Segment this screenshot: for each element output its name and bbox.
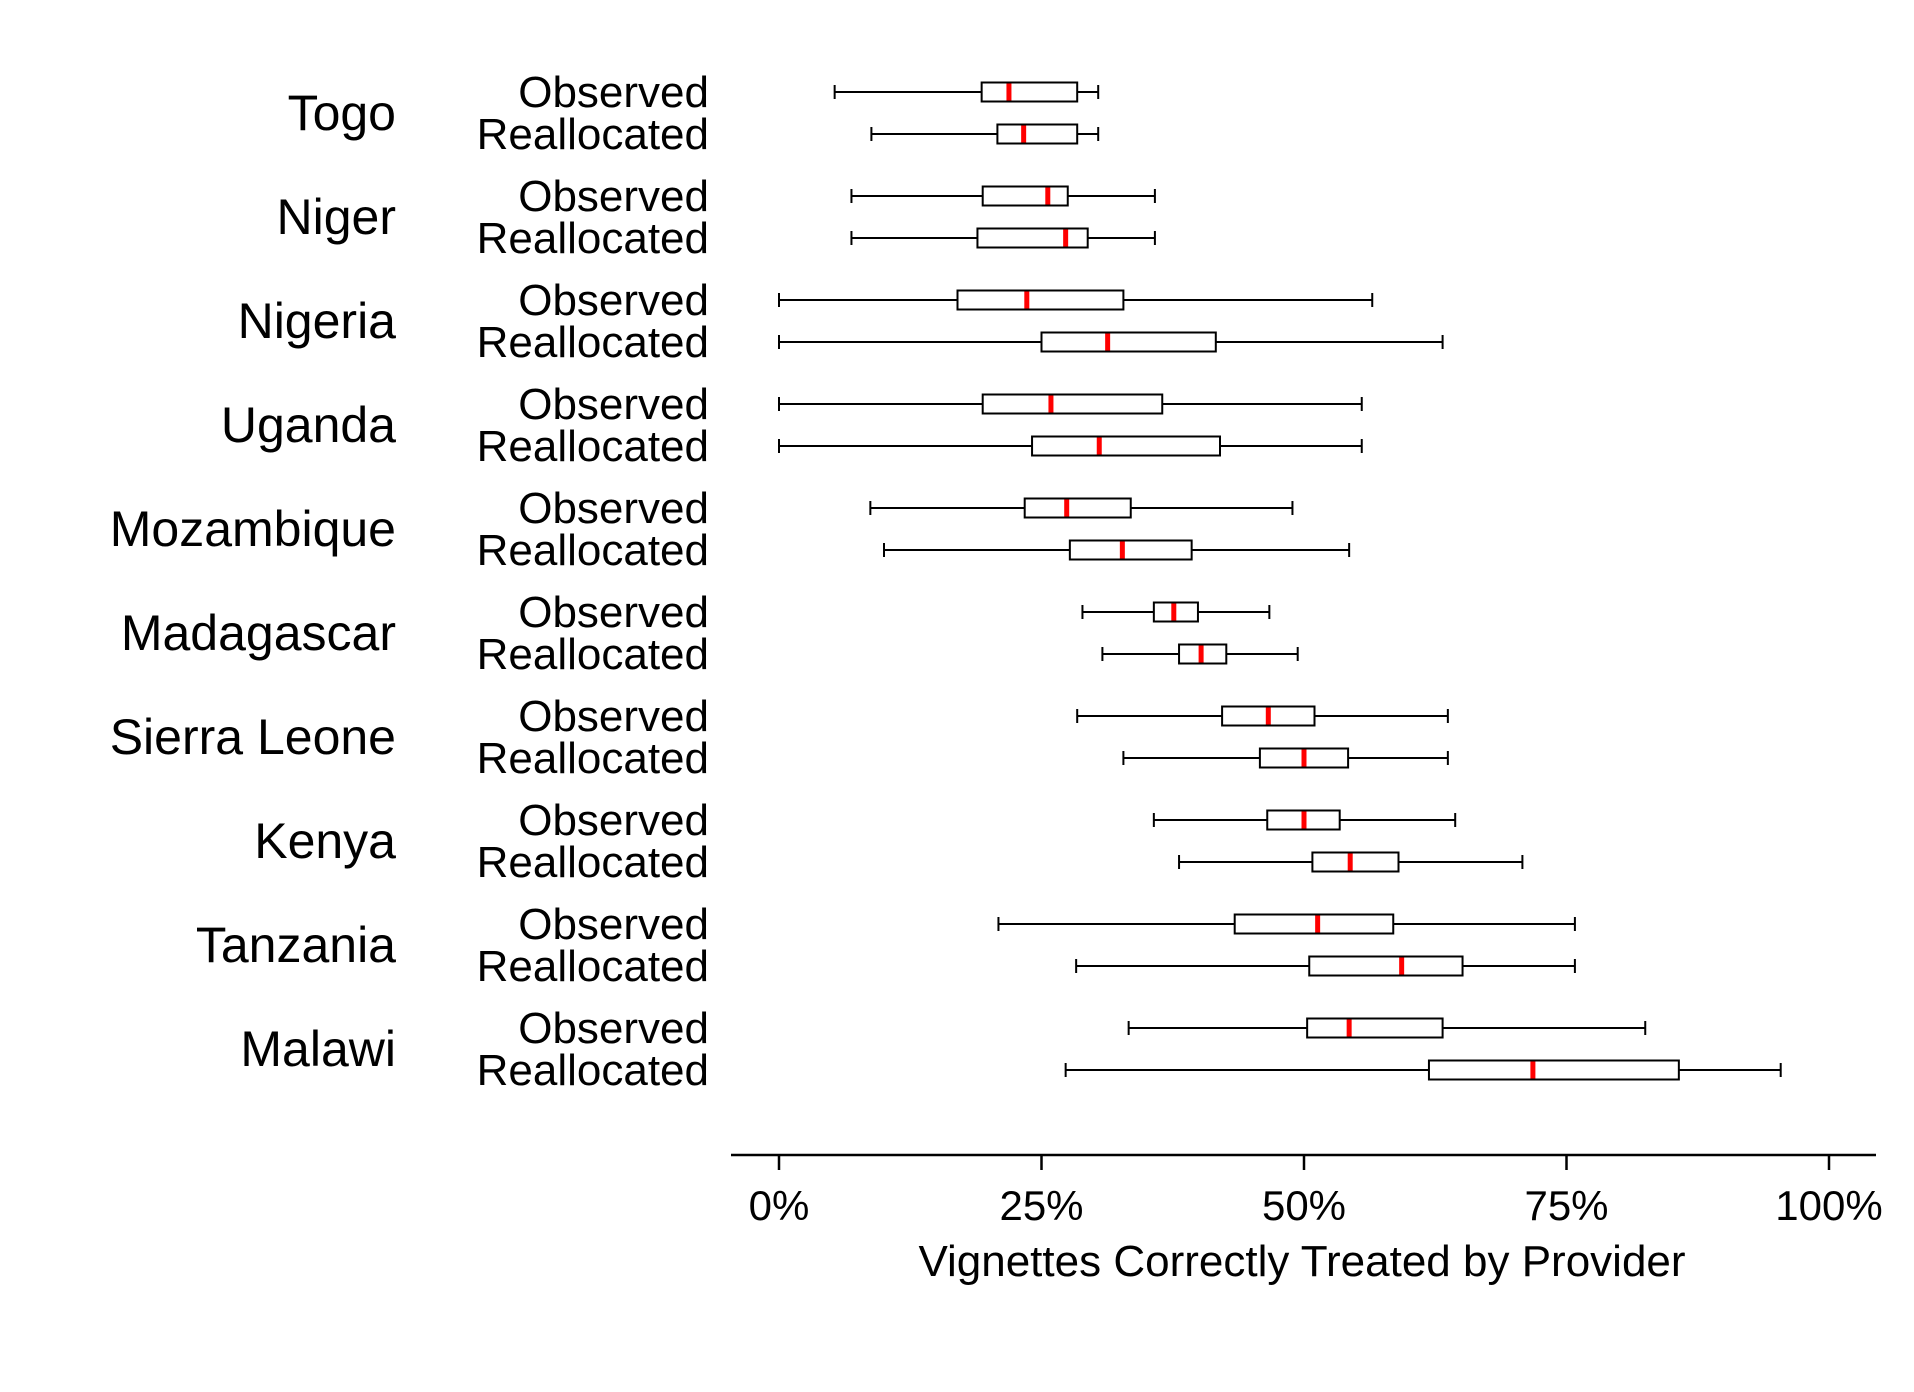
group-label-observed: Observed xyxy=(518,380,709,429)
x-axis-title: Vignettes Correctly Treated by Provider xyxy=(918,1237,1685,1286)
group-label-reallocated: Reallocated xyxy=(477,214,709,263)
iqr-box xyxy=(956,289,1125,311)
group-label-observed: Observed xyxy=(518,484,709,533)
country-label: Kenya xyxy=(254,813,396,869)
iqr-box xyxy=(1023,497,1132,519)
group-label-reallocated: Reallocated xyxy=(477,1046,709,1095)
country-label: Togo xyxy=(288,85,396,141)
box-reallocated xyxy=(1122,747,1449,769)
box-reallocated xyxy=(850,227,1156,249)
box-reallocated xyxy=(778,435,1363,457)
box-observed xyxy=(778,289,1374,311)
group-label-reallocated: Reallocated xyxy=(477,838,709,887)
box-reallocated xyxy=(1101,643,1299,665)
group-label-observed: Observed xyxy=(518,588,709,637)
box-observed xyxy=(1127,1017,1647,1039)
x-axis: 0% 25% 50% 75% 100% Vignettes Correctly Trea… xyxy=(731,1153,1883,1286)
box-observed xyxy=(850,185,1156,207)
x-tick-label: 50% xyxy=(1262,1182,1346,1229)
group-label-reallocated: Reallocated xyxy=(477,630,709,679)
group-label-observed: Observed xyxy=(518,276,709,325)
country-label: Nigeria xyxy=(238,293,397,349)
group-label-observed: Observed xyxy=(518,1004,709,1053)
iqr-box xyxy=(1221,705,1316,727)
x-tick-label: 100% xyxy=(1775,1182,1882,1229)
group-label-observed: Observed xyxy=(518,68,709,117)
box-reallocated xyxy=(883,539,1351,561)
iqr-box xyxy=(1031,435,1222,457)
x-ticks: 0% 25% 50% 75% 100% xyxy=(749,1155,1883,1229)
group-label-reallocated: Reallocated xyxy=(477,942,709,991)
x-tick-label: 75% xyxy=(1524,1182,1608,1229)
iqr-box xyxy=(1308,955,1464,977)
iqr-box xyxy=(981,185,1069,207)
box-observed xyxy=(869,497,1294,519)
country-label: Sierra Leone xyxy=(110,709,396,765)
box-observed xyxy=(1152,809,1457,831)
group-label-observed: Observed xyxy=(518,900,709,949)
iqr-box xyxy=(1233,913,1395,935)
iqr-box xyxy=(1427,1059,1680,1081)
box-reallocated xyxy=(1075,955,1576,977)
iqr-box xyxy=(976,227,1089,249)
country-label: Mozambique xyxy=(110,501,396,557)
box-reallocated xyxy=(778,331,1444,353)
iqr-box xyxy=(980,81,1079,103)
group-label-reallocated: Reallocated xyxy=(477,318,709,367)
group-label-observed: Observed xyxy=(518,172,709,221)
iqr-box xyxy=(996,123,1079,145)
country-label: Madagascar xyxy=(121,605,396,661)
group-label-reallocated: Reallocated xyxy=(477,526,709,575)
country-label: Niger xyxy=(277,189,396,245)
iqr-box xyxy=(1068,539,1193,561)
box-observed xyxy=(833,81,1100,103)
group-label-reallocated: Reallocated xyxy=(477,422,709,471)
box-reallocated xyxy=(870,123,1100,145)
box-observed xyxy=(1076,705,1449,727)
box-observed xyxy=(1081,601,1271,623)
iqr-box xyxy=(1040,331,1217,353)
iqr-box xyxy=(1266,809,1341,831)
box-reallocated xyxy=(1064,1059,1782,1081)
iqr-box xyxy=(1258,747,1350,769)
iqr-box xyxy=(1152,601,1199,623)
x-tick-label: 0% xyxy=(749,1182,810,1229)
country-label: Malawi xyxy=(240,1021,396,1077)
country-label: Uganda xyxy=(221,397,396,453)
country-label: Tanzania xyxy=(196,917,396,973)
box-observed xyxy=(778,393,1363,415)
group-label-reallocated: Reallocated xyxy=(477,734,709,783)
box-observed xyxy=(997,913,1576,935)
box-reallocated xyxy=(1178,851,1524,873)
iqr-box xyxy=(1178,643,1228,665)
group-label-observed: Observed xyxy=(518,796,709,845)
group-label-reallocated: Reallocated xyxy=(477,110,709,159)
iqr-box xyxy=(1311,851,1400,873)
x-tick-label: 25% xyxy=(999,1182,1083,1229)
iqr-box xyxy=(1306,1017,1444,1039)
group-label-observed: Observed xyxy=(518,692,709,741)
iqr-box xyxy=(981,393,1164,415)
